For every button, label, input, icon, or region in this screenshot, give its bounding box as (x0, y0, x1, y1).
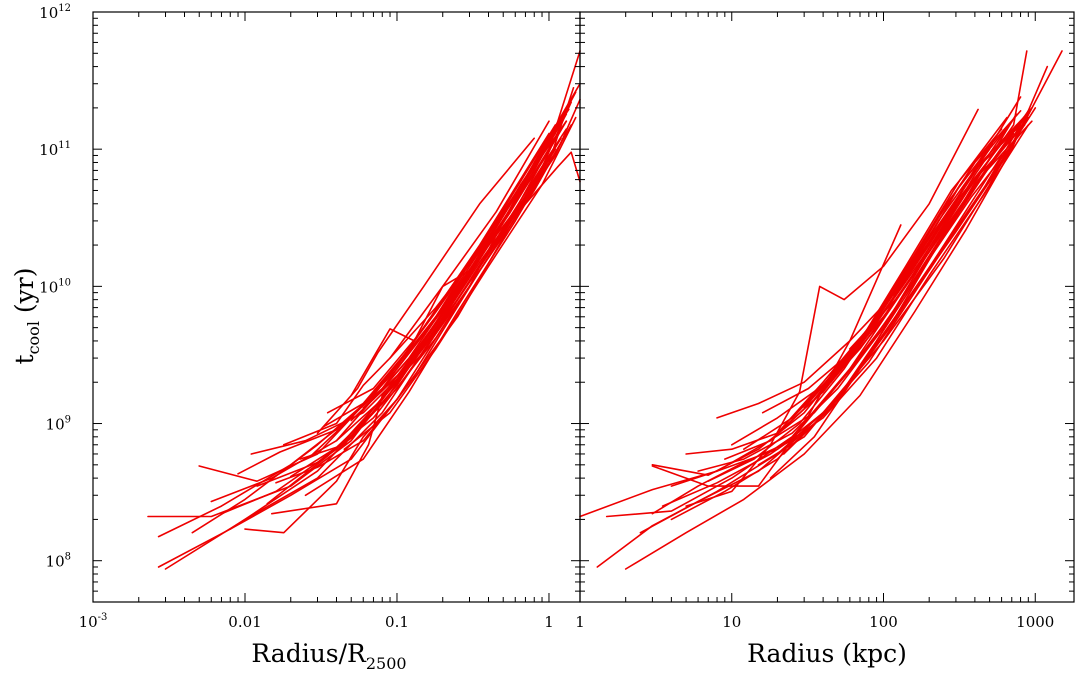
right-series-line-3 (607, 114, 1017, 516)
right-series-line-2 (626, 67, 1048, 569)
left-y-tick-label: 109 (46, 415, 71, 434)
y-axis-label: tcool (yr) (10, 268, 43, 365)
left-y-tick-label: 108 (46, 552, 71, 571)
right-series-line-16 (732, 118, 1007, 445)
right-series-line-30 (831, 51, 1027, 382)
right-x-tick-label: 100 (869, 613, 898, 631)
right-series-line-0 (580, 114, 1028, 516)
left-y-tick-label: 1010 (39, 277, 71, 296)
left-series-line-3 (159, 134, 549, 537)
left-series-line-6 (211, 121, 566, 501)
right-series-line-15 (686, 109, 978, 506)
right-panel: 1 10 100 1000 (575, 12, 1074, 631)
left-panel: 10-3 0.01 0.1 1 108 109 1010 1011 1012 (39, 3, 580, 631)
left-series-line-0 (148, 108, 566, 517)
left-x-tick-label: 0.1 (385, 613, 409, 631)
left-plot-frame (93, 12, 580, 602)
right-x-tick-label: 1000 (1016, 613, 1054, 631)
left-series-line-30 (390, 108, 566, 358)
x-axis-label-right: Radius (kpc) (747, 639, 907, 668)
right-x-tick-label: 1 (575, 613, 585, 631)
left-x-tick-label: 0.01 (228, 613, 261, 631)
right-series-line-12 (717, 156, 983, 418)
right-series-line-1 (597, 51, 1062, 567)
left-y-tick-label: 1012 (39, 3, 71, 22)
left-series-line-1 (159, 84, 580, 567)
right-series-line-5 (652, 97, 1020, 475)
right-series-line-14 (708, 149, 989, 481)
left-series-line-16 (284, 121, 549, 445)
left-series-line-7 (221, 114, 566, 514)
left-series-line-4 (192, 125, 555, 533)
left-series-line-10 (251, 129, 566, 454)
left-series-line-9 (238, 118, 561, 474)
right-x-tick-label: 10 (722, 613, 741, 631)
left-series-line-2 (166, 51, 581, 569)
left-series-line-20 (318, 138, 535, 433)
left-y-tick-label: 1011 (39, 140, 71, 159)
left-x-tick-label: 1 (544, 613, 554, 631)
left-x-tick-label: 10-3 (79, 612, 108, 631)
right-series-line-4 (640, 111, 1028, 533)
x-axis-label-left: Radius/R2500 (251, 639, 406, 673)
